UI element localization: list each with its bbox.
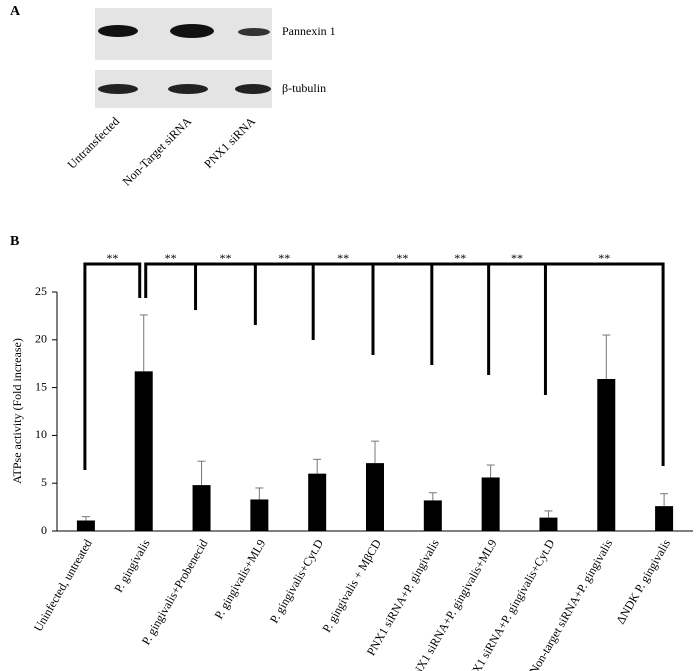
- y-tick-label: 10: [35, 427, 47, 441]
- panel-label: B: [10, 234, 19, 249]
- band: [235, 84, 271, 94]
- bar: [481, 477, 500, 531]
- y-tick-label: 5: [41, 475, 47, 489]
- x-tick-label: P. gingivalis + MβCD: [319, 537, 384, 635]
- significance-label: **: [165, 251, 177, 265]
- significance-label: **: [396, 251, 408, 265]
- row-label: β-tubulin: [282, 81, 326, 95]
- bar: [192, 485, 211, 531]
- bar: [423, 500, 442, 531]
- row-label: Pannexin 1: [282, 24, 336, 38]
- bar: [597, 378, 616, 531]
- bar: [134, 371, 153, 531]
- bar: [76, 520, 95, 531]
- y-tick-label: 20: [35, 332, 47, 346]
- y-axis-label: ATPse activity (Fold increase): [10, 338, 24, 484]
- bar: [655, 506, 674, 531]
- bar: [539, 517, 558, 531]
- lane-label: Non-Target siRNA: [120, 114, 195, 189]
- band: [98, 84, 138, 94]
- significance-label: **: [219, 251, 231, 265]
- significance-label: **: [454, 251, 466, 265]
- band: [170, 24, 214, 38]
- y-tick-label: 15: [35, 379, 47, 393]
- band: [168, 84, 208, 94]
- panel-label: A: [10, 4, 21, 19]
- y-tick-label: 25: [35, 284, 47, 298]
- bar: [308, 473, 327, 531]
- band: [98, 25, 138, 37]
- lane-label: PNX1 siRNA: [201, 114, 258, 171]
- significance-label: **: [598, 251, 610, 265]
- y-tick-label: 0: [41, 523, 47, 537]
- x-tick-label: P. gingivalis+Probenecid: [139, 537, 211, 647]
- significance-label: **: [337, 251, 349, 265]
- x-tick-label: ΔNDK P. gingivalis: [613, 537, 673, 627]
- x-tick-label: P. gingivalis: [111, 537, 153, 595]
- panel-a: A Pannexin 1 β-tubulin Untransfected Non…: [10, 4, 336, 188]
- significance-label: **: [278, 251, 290, 265]
- lane-label: Untransfected: [65, 114, 122, 171]
- x-tick-label: Uninfected, untreated: [31, 537, 95, 634]
- x-tick-label: P. gingivalis+Cyt.D: [267, 537, 327, 626]
- band: [238, 28, 270, 36]
- significance-label: **: [511, 251, 523, 265]
- significance-label: **: [106, 251, 118, 265]
- bar: [250, 499, 269, 531]
- x-tick-label: P. gingivalis+ML9: [211, 537, 268, 621]
- bar: [366, 463, 384, 531]
